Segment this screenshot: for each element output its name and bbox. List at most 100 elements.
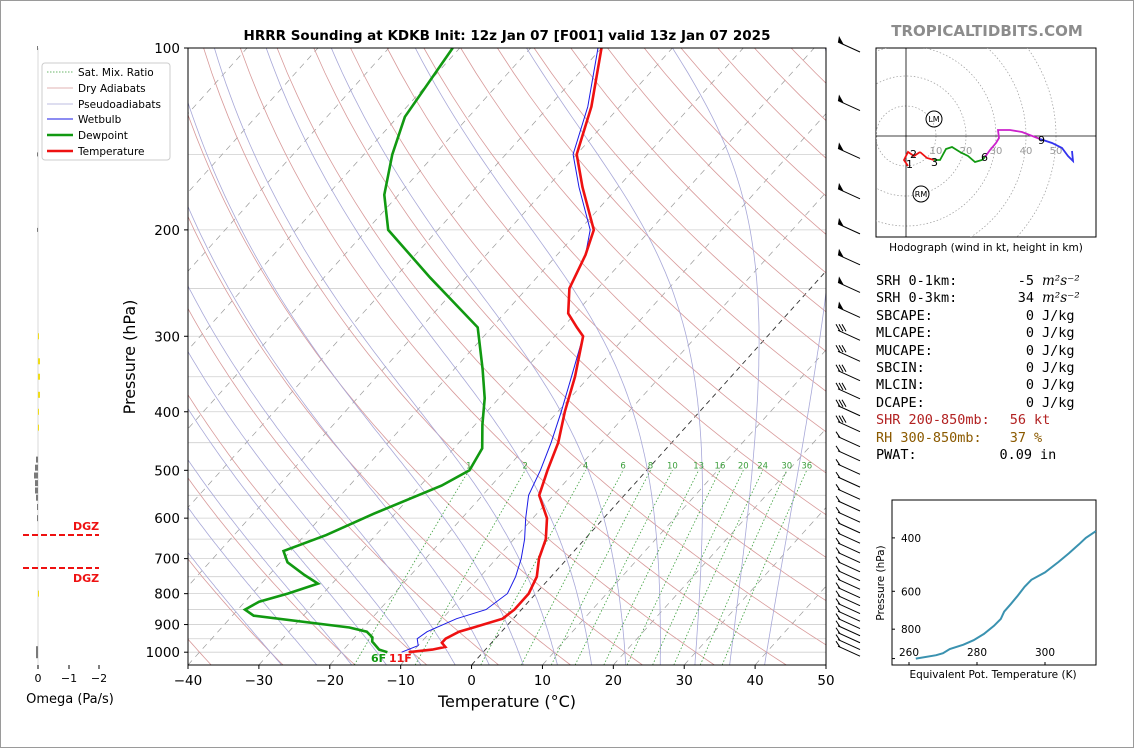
left-mover-marker [925,110,943,128]
thetae-x-tick-label: 300 [1035,647,1055,659]
omega-tick-label: 0 [35,672,42,685]
wind-barb [835,537,861,554]
hodograph-plot: 10 20 30 40 50 1 2 3 6 9 LM RM [876,48,1096,237]
hodograph-ring-label: 20 [960,146,973,157]
wind-barb [835,590,861,607]
watermark: TROPICALTIDBITS.COM [891,22,1083,40]
x-tick-label: −30 [245,673,274,689]
hodograph-ring-label: 50 [1050,146,1063,157]
legend-item-temperature: Temperature [47,146,145,158]
barb-pennant [838,217,844,227]
barb-staff [837,450,861,462]
barb-staff [837,610,861,622]
skewt-panel: 1 2 4 6 8 10 13 16 20 24 30 36 −40 −30 −20 −10 0 10 20 30 4… [41,41,835,711]
index-label: SBCIN: [876,359,925,376]
index-unit: J/kg [1042,307,1075,324]
pseudoadiabat [188,407,387,665]
index-row: PWAT: 0.09 in [876,447,1096,464]
mix-ratio-label: 2 [522,461,527,471]
hodograph-ring-label: 40 [1020,146,1033,157]
right-mover-marker [912,185,930,203]
dry-adiabat [423,48,826,474]
x-axis-label: Temperature (°C) [437,692,576,711]
barb-feather [835,640,841,648]
x-tick-label: 0 [467,673,476,689]
pseudoadiabat [188,551,282,665]
chart-title: HRRR Sounding at KDKB Init: 12z Jan 07 [… [244,28,771,44]
mix-ratio-label: 20 [738,461,749,471]
mix-ratio-line [603,470,700,665]
index-unit: in [1040,446,1057,463]
pseudoadiabat [526,48,703,665]
omega-bar [34,472,38,479]
barb-feather [838,399,844,408]
barb-pennant [838,276,844,286]
wind-barb [835,445,861,462]
barb-feather [835,598,841,605]
mix-ratio-line [414,470,526,665]
barb-staff [837,476,861,488]
omega-bar [36,646,38,659]
omega-bar-yellow [38,424,39,431]
wind-barb [835,620,861,637]
barb-staff [837,436,861,448]
surface-temperature-label: 11F [389,652,412,665]
y-tick-label: 1000 [146,645,180,661]
barb-staff [837,500,861,512]
plot-area-frame [187,47,827,666]
barb-feather [835,556,841,564]
y-tick-label: 200 [154,223,180,239]
index-unit: J/kg [1042,394,1075,411]
wind-barb [837,217,861,235]
pseudoadiabat [764,48,826,665]
barb-feather [835,582,841,589]
index-unit: J/kg [1042,359,1075,376]
index-label: PWAT: [876,446,917,463]
barb-feather [835,459,841,466]
wind-barb [835,495,861,512]
barb-feather [835,495,841,503]
dry-adiabat [313,48,826,602]
wind-barb [835,431,861,448]
barb-staff [837,488,861,500]
index-label: DCAPE: [876,394,925,411]
barb-staff [837,350,861,362]
mix-ratio-label: 24 [757,461,768,471]
omega-axis-label: Omega (Pa/s) [26,692,114,707]
y-tick-label: 500 [154,463,180,479]
mix-ratio-line [652,470,744,665]
thetae-y-label: Pressure (hPa) [875,545,887,620]
barb-feather [835,324,841,332]
mix-ratio-label: 8 [648,461,653,471]
index-label: MLCAPE: [876,325,933,342]
barb-staff [837,329,861,341]
hodograph-ring-label: 30 [990,146,1003,157]
barb-feather [838,345,844,353]
legend-item-wetbulb: Wetbulb [47,114,122,126]
mixing-ratio-labels: 1 2 4 6 8 10 13 16 20 24 30 36 [466,461,812,471]
index-value: 0 [1025,394,1034,411]
barb-feather [841,399,847,408]
index-unit: J/kg [1042,325,1075,342]
barb-staff [837,511,861,523]
legend-label: Sat. Mix. Ratio [78,67,154,79]
wind-barb [835,324,861,341]
omega-bar [37,227,38,232]
barb-feather [835,484,841,491]
mix-ratio-line [626,470,721,665]
index-value: 0 [1025,359,1034,376]
hodograph-caption: Hodograph (wind in kt, height in km) [889,242,1083,254]
barb-feather [835,634,841,641]
temperature-line [408,48,603,654]
index-label: MUCAPE: [876,342,933,359]
wind-barb [837,182,861,200]
wind-barb [837,301,861,318]
omega-bar-yellow [38,373,40,380]
mix-ratio-label: 36 [801,461,812,471]
mix-ratio-line [550,470,651,665]
thetae-frame [891,499,1097,666]
dry-adiabat [497,48,826,392]
index-row: SRH 0-1km: -5 m²s⁻² [876,273,1096,290]
barb-feather [835,415,841,423]
y-tick-label: 800 [154,587,180,603]
